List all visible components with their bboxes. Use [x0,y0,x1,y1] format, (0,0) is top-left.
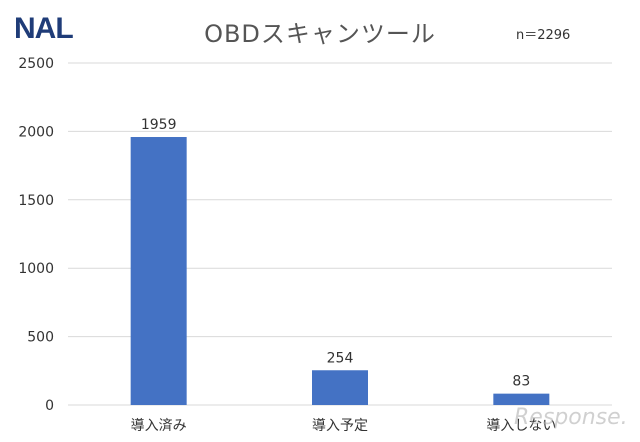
response-watermark: Response. [514,405,628,430]
nal-logo: NAL [14,12,74,45]
chart-title: OBDスキャンツール [204,20,436,48]
category-label: 導入しない [486,418,556,434]
data-label: 83 [512,374,530,390]
y-tick-label: 1500 [18,193,54,209]
bar [312,370,368,405]
y-tick-label: 500 [27,330,54,346]
y-tick-label: 2500 [18,56,54,72]
bar [493,393,550,405]
sample-size-label: n＝2296 [516,28,571,43]
y-tick-label: 2000 [18,124,54,140]
bar [130,137,187,406]
category-label: 導入済み [131,418,187,434]
data-label: 1959 [141,117,177,133]
category-label: 導入予定 [312,418,368,434]
y-tick-label: 1000 [18,261,54,277]
data-label: 254 [327,350,354,366]
y-tick-label: 0 [45,398,54,414]
